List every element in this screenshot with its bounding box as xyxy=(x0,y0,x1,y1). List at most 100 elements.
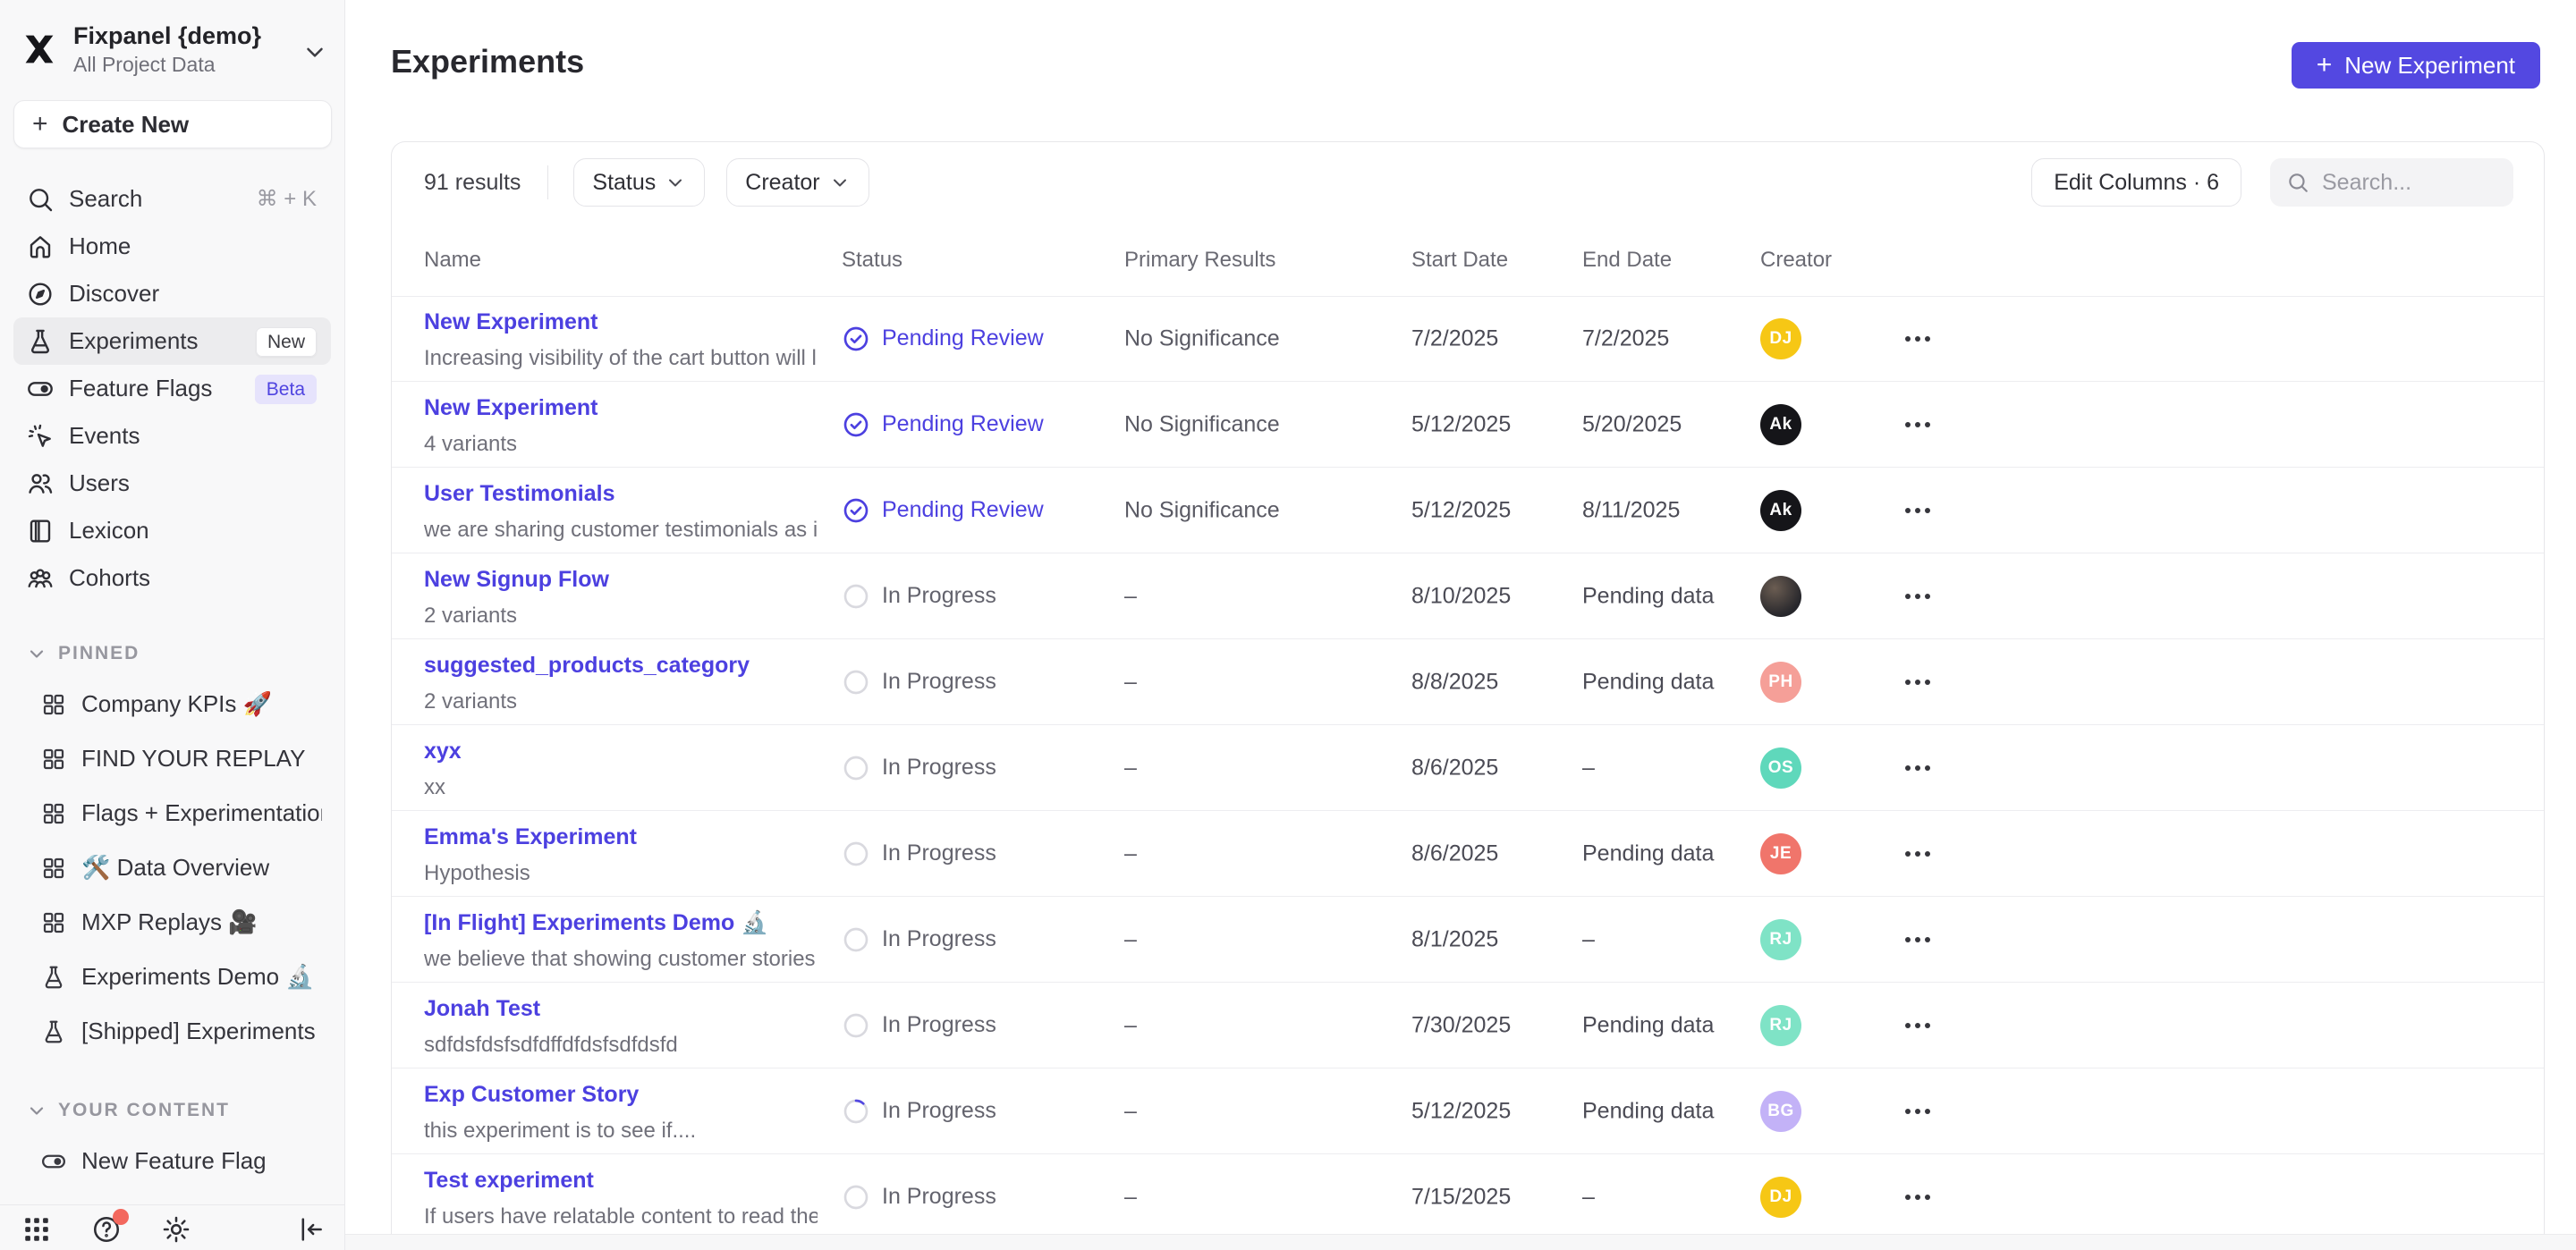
section-header-pinned[interactable]: PINNED xyxy=(13,636,331,671)
row-actions-button[interactable] xyxy=(1902,413,1934,436)
status-cell: Pending Review xyxy=(842,325,1044,353)
creator-avatar[interactable]: RJ xyxy=(1760,918,1801,960)
creator-avatar[interactable]: Ak xyxy=(1760,403,1801,445)
creator-filter-button[interactable]: Creator xyxy=(726,158,869,207)
sidebar-item-find-your-replay[interactable]: FIND YOUR REPLAY xyxy=(13,731,331,786)
experiment-name-link[interactable]: Exp Customer Story xyxy=(424,1082,640,1107)
status-icon xyxy=(842,582,870,611)
sidebar-item-feature-flags[interactable]: Feature Flags Beta xyxy=(13,365,331,412)
sidebar-item-experiments[interactable]: Experiments New xyxy=(13,317,331,366)
start-date-value: 7/15/2025 xyxy=(1411,1184,1512,1209)
workspace-switcher[interactable]: Fixpanel {demo} All Project Data xyxy=(0,0,344,77)
row-actions-button[interactable] xyxy=(1902,327,1934,351)
users-icon xyxy=(26,469,55,498)
end-date-value: Pending data xyxy=(1582,1098,1715,1123)
table-row[interactable]: Emma's Experiment Hypothesis In Progress… xyxy=(392,811,2544,897)
table-row[interactable]: New Signup Flow 2 variants In Progress –… xyxy=(392,553,2544,639)
status-label: Pending Review xyxy=(882,497,1044,522)
table-row[interactable]: suggested_products_category 2 variants I… xyxy=(392,639,2544,725)
row-actions-button[interactable] xyxy=(1902,499,1934,522)
creator-avatar[interactable]: DJ xyxy=(1760,317,1801,359)
creator-avatar[interactable]: RJ xyxy=(1760,1004,1801,1046)
table-row[interactable]: User Testimonials we are sharing custome… xyxy=(392,468,2544,553)
end-date-value: 5/20/2025 xyxy=(1582,411,1682,436)
creator-avatar[interactable]: DJ xyxy=(1760,1176,1801,1218)
creator-avatar[interactable]: BG xyxy=(1760,1090,1801,1132)
column-header-end-date[interactable]: End Date xyxy=(1582,248,1673,272)
sidebar-item-mxp-replays[interactable]: MXP Replays 🎥 xyxy=(13,895,331,950)
table-row[interactable]: New Experiment Increasing visibility of … xyxy=(392,296,2544,382)
row-actions-button[interactable] xyxy=(1902,756,1934,780)
sidebar-item-search[interactable]: Search ⌘ + K xyxy=(13,175,331,223)
apps-grid-icon[interactable] xyxy=(21,1214,52,1245)
start-date-value: 8/1/2025 xyxy=(1411,926,1499,951)
column-header-primary-results[interactable]: Primary Results xyxy=(1124,248,1276,272)
status-label: Pending Review xyxy=(882,325,1044,351)
experiment-name-link[interactable]: [In Flight] Experiments Demo 🔬 xyxy=(424,910,769,935)
sidebar-item-shipped-experiments-demo[interactable]: [Shipped] Experiments Demo 🖊️ xyxy=(13,1004,331,1059)
sidebar-item-discover[interactable]: Discover xyxy=(13,270,331,317)
experiment-name-link[interactable]: Emma's Experiment xyxy=(424,824,637,849)
toggle-icon xyxy=(26,375,55,403)
new-experiment-button[interactable]: + New Experiment xyxy=(2291,42,2540,89)
experiment-name-link[interactable]: New Experiment xyxy=(424,309,598,334)
end-date-value: Pending data xyxy=(1582,840,1715,866)
table-row[interactable]: New Experiment 4 variants Pending Review… xyxy=(392,382,2544,468)
row-actions-button[interactable] xyxy=(1902,842,1934,866)
experiment-name-link[interactable]: suggested_products_category xyxy=(424,653,750,678)
column-header-status[interactable]: Status xyxy=(842,248,903,272)
table-row[interactable]: Test experiment If users have relatable … xyxy=(392,1154,2544,1240)
sidebar-item-company-kpis[interactable]: Company KPIs 🚀 xyxy=(13,677,331,731)
page-title: Experiments xyxy=(391,43,585,80)
beta-badge: Beta xyxy=(254,374,317,404)
create-new-button[interactable]: + Create New xyxy=(13,100,332,149)
creator-avatar[interactable]: PH xyxy=(1760,661,1801,703)
sidebar-item-users[interactable]: Users xyxy=(13,460,331,507)
sidebar-item-flags-experimentation-demo[interactable]: Flags + Experimentation Demo , xyxy=(13,786,331,840)
table-row[interactable]: xyx xx In Progress – 8/6/2025 – OS xyxy=(392,725,2544,811)
row-actions-button[interactable] xyxy=(1902,1014,1934,1037)
row-actions-button[interactable] xyxy=(1902,585,1934,608)
start-date-value: 7/2/2025 xyxy=(1411,325,1499,351)
sidebar-item-experiments-demo[interactable]: Experiments Demo 🔬 xyxy=(13,950,331,1004)
edit-columns-button[interactable]: Edit Columns · 6 xyxy=(2031,158,2241,207)
search-input[interactable] xyxy=(2270,158,2513,207)
status-label: In Progress xyxy=(882,926,996,951)
column-header-name[interactable]: Name xyxy=(424,248,482,272)
creator-avatar[interactable]: JE xyxy=(1760,832,1801,874)
experiment-name-link[interactable]: New Experiment xyxy=(424,395,598,420)
column-header-creator[interactable]: Creator xyxy=(1760,248,1833,272)
status-filter-button[interactable]: Status xyxy=(573,158,706,207)
creator-avatar[interactable]: OS xyxy=(1760,747,1801,789)
gear-icon[interactable] xyxy=(161,1214,191,1245)
experiment-name-link[interactable]: Jonah Test xyxy=(424,996,541,1021)
help-icon[interactable] xyxy=(91,1209,129,1245)
row-actions-button[interactable] xyxy=(1902,1186,1934,1209)
table-row[interactable]: Jonah Test sdfdsfdsfsdfdffdfdsfsdfdsfd I… xyxy=(392,983,2544,1068)
flask-icon xyxy=(40,964,67,991)
row-actions-button[interactable] xyxy=(1902,928,1934,951)
sidebar-item-data-overview[interactable]: 🛠️ Data Overview xyxy=(13,840,331,895)
table-row[interactable]: [In Flight] Experiments Demo 🔬 we believ… xyxy=(392,897,2544,983)
table-body: New Experiment Increasing visibility of … xyxy=(392,296,2544,1240)
experiment-name-link[interactable]: Test experiment xyxy=(424,1168,594,1193)
table-row[interactable]: Exp Customer Story this experiment is to… xyxy=(392,1068,2544,1154)
experiment-name-link[interactable]: New Signup Flow xyxy=(424,567,609,592)
row-actions-button[interactable] xyxy=(1902,1100,1934,1123)
section-header-your-content[interactable]: YOUR CONTENT xyxy=(13,1093,331,1128)
experiment-name-link[interactable]: User Testimonials xyxy=(424,481,615,506)
chevron-down-icon[interactable] xyxy=(301,38,328,65)
sidebar-item-events[interactable]: Events xyxy=(13,412,331,460)
sidebar-item-lexicon[interactable]: Lexicon xyxy=(13,507,331,554)
creator-avatar[interactable] xyxy=(1760,575,1801,617)
sidebar-item-new-feature-flag[interactable]: New Feature Flag xyxy=(13,1134,331,1188)
plus-icon: + xyxy=(2316,50,2333,80)
creator-avatar[interactable]: Ak xyxy=(1760,489,1801,531)
sidebar-item-cohorts[interactable]: Cohorts xyxy=(13,554,331,602)
collapse-sidebar-icon[interactable] xyxy=(296,1214,326,1245)
experiment-name-link[interactable]: xyx xyxy=(424,739,462,764)
flask-icon xyxy=(40,1018,67,1045)
row-actions-button[interactable] xyxy=(1902,671,1934,694)
column-header-start-date[interactable]: Start Date xyxy=(1411,248,1509,272)
sidebar-item-home[interactable]: Home xyxy=(13,223,331,270)
